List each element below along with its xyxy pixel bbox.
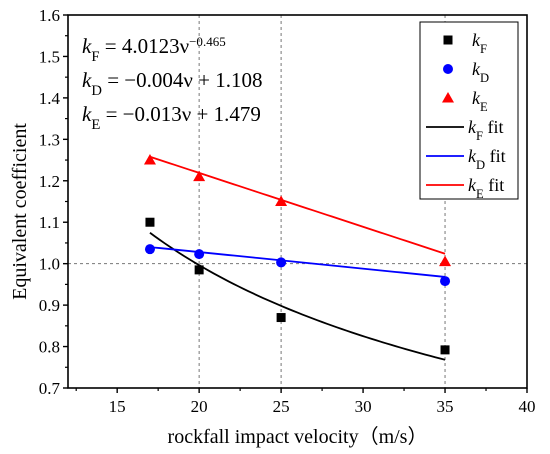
y-tick-label: 1.3 [39, 130, 60, 149]
data-point-e [193, 170, 206, 182]
y-tick-label: 1.1 [39, 213, 60, 232]
x-tick-label: 35 [437, 397, 454, 416]
data-point-e [439, 255, 452, 267]
data-point-d [144, 244, 155, 255]
x-tick-label: 20 [191, 397, 208, 416]
data-point-d [194, 249, 205, 260]
fit-line-e [149, 155, 446, 255]
legend: kF kD kE kF fit kD fit kE fit [419, 21, 519, 201]
legend-label-f: kF [472, 30, 487, 56]
x-tick-label: 30 [355, 397, 372, 416]
fit-curves [149, 155, 446, 361]
axes: 15 20 25 30 35 40 0.7 0.8 0.9 1.0 1.1 1.2 1.3 1.4 1.5 1… [39, 6, 536, 416]
data-markers [143, 154, 452, 355]
legend-marker-d [443, 64, 453, 74]
y-tick-label: 1.2 [39, 172, 60, 191]
legend-box [419, 21, 519, 200]
legend-fit-label-e: kE fit [468, 175, 504, 201]
legend-marker-f [443, 35, 453, 45]
legend-marker-e [442, 92, 454, 103]
legend-label-e: kE [472, 88, 488, 114]
y-tick-label: 1.5 [39, 47, 60, 66]
equation-d: kD = −0.004ν + 1.108 [82, 68, 262, 99]
data-point-f [440, 345, 450, 355]
x-tick-label: 15 [109, 397, 126, 416]
data-point-d [440, 276, 451, 287]
equation-e: kE = −0.013ν + 1.479 [82, 102, 261, 133]
data-point-e [275, 195, 288, 206]
legend-fit-label-d: kD fit [468, 146, 506, 172]
y-tick-label: 1.6 [39, 6, 60, 25]
data-point-f [194, 265, 204, 275]
y-tick-label: 0.8 [39, 338, 60, 357]
legend-fit-label-f: kF fit [468, 117, 504, 143]
y-tick-label: 0.7 [39, 379, 61, 398]
x-axis-title: rockfall impact velocity（m/s） [168, 425, 428, 448]
y-tick-label: 1.4 [39, 89, 61, 108]
data-point-d [276, 257, 287, 268]
y-tick-label: 0.9 [39, 296, 60, 315]
y-tick-label: 1.0 [39, 255, 60, 274]
data-point-e [143, 154, 156, 165]
legend-label-d: kD [472, 59, 489, 85]
x-tick-label: 40 [519, 397, 536, 416]
data-point-f [276, 313, 286, 323]
fit-line-f [149, 232, 446, 361]
data-point-f [145, 217, 155, 227]
x-tick-label: 25 [273, 397, 290, 416]
y-axis-title: Equivalent coefficient [9, 123, 31, 300]
equation-f: kF = 4.0123ν−0.465 [82, 34, 226, 66]
